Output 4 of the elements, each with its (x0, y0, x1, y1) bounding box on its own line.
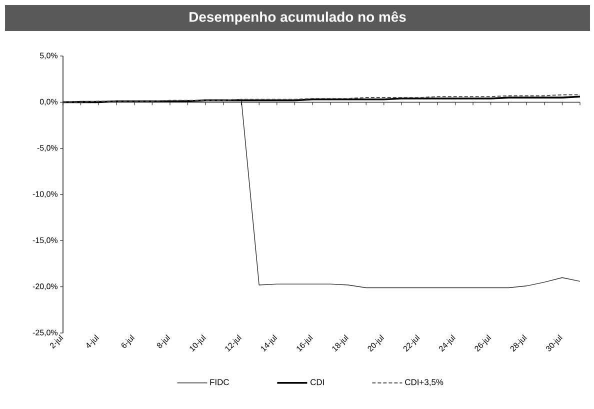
chart-title: Desempenho acumulado no mês (190, 11, 406, 25)
legend-label: CDI (310, 379, 324, 386)
legend-label: FIDC (210, 379, 229, 386)
legend-label: CDI+3,5% (405, 379, 444, 386)
